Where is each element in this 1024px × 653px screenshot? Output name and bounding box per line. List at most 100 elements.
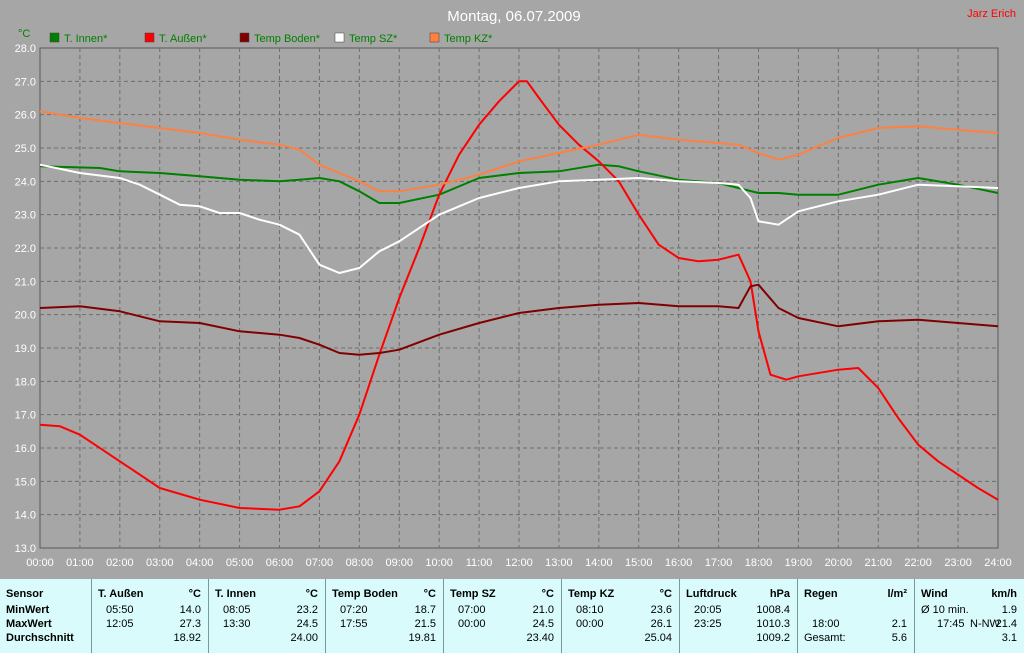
max-time: 00:00: [458, 618, 486, 630]
legend-label: Temp Boden*: [254, 33, 321, 45]
y-tick-label: 14.0: [15, 510, 36, 522]
avg-value: 19.81: [408, 632, 436, 644]
x-tick-label: 04:00: [186, 557, 214, 569]
legend-swatch: [49, 32, 60, 43]
x-tick-label: 03:00: [146, 557, 174, 569]
series-lines: [39, 80, 999, 511]
column-header: T. Innen: [215, 588, 256, 600]
y-tick-label: 25.0: [15, 143, 36, 155]
legend-swatch: [144, 32, 155, 43]
column-header: Temp SZ: [450, 588, 496, 600]
x-tick-label: 14:00: [585, 557, 613, 569]
table-column: Temp SZ °C 07:00 21.0 00:00 24.5 23.40: [443, 579, 561, 653]
max-time: 17:45: [937, 618, 965, 630]
temperature-chart: Montag, 06.07.2009 Jarz Erich °C T. Inne…: [15, 8, 1016, 569]
legend-swatch: [429, 32, 440, 43]
column-unit: hPa: [769, 588, 790, 600]
max-time: 17:55: [340, 618, 368, 630]
max-time: 23:25: [694, 618, 722, 630]
min-time: 05:50: [106, 604, 134, 616]
legend-label: T. Innen*: [64, 33, 108, 45]
x-tick-label: 02:00: [106, 557, 134, 569]
table-column: T. Außen °C 05:50 14.0 12:05 27.3 18.92: [91, 579, 208, 653]
x-tick-label: 09:00: [385, 557, 413, 569]
legend-swatch: [334, 32, 345, 43]
max-value: 2.1: [891, 618, 907, 630]
table-column: Temp Boden °C 07:20 18.7 17:55 21.5 19.81: [325, 579, 443, 653]
max-time: 13:30: [223, 618, 251, 630]
legend-label: Temp KZ*: [444, 33, 493, 45]
min-time: 20:05: [694, 604, 722, 616]
max-value: 24.5: [296, 618, 318, 630]
grid: [40, 48, 998, 548]
table-column: Wind km/h Ø 10 min. 1.9 17:45 N-NW 21.4 3.1: [914, 579, 1024, 653]
max-value: 21.4: [995, 618, 1017, 630]
min-value: 23.6: [650, 604, 672, 616]
y-tick-label: 13.0: [15, 543, 36, 555]
avg-value: 24.00: [290, 632, 318, 644]
y-tick-label: 15.0: [15, 476, 36, 488]
x-tick-label: 18:00: [745, 557, 773, 569]
series-line: [39, 110, 999, 193]
y-tick-label: 16.0: [15, 443, 36, 455]
min-value: 23.2: [296, 604, 318, 616]
avg-value: 3.1: [1001, 632, 1017, 644]
y-tick-label: 24.0: [15, 176, 36, 188]
max-time: 12:05: [106, 618, 134, 630]
row-label: MinWert: [6, 604, 50, 616]
x-tick-label: 13:00: [545, 557, 573, 569]
min-time: 07:00: [458, 604, 486, 616]
x-tick-label: 20:00: [825, 557, 853, 569]
x-tick-label: 01:00: [66, 557, 94, 569]
column-unit: °C: [423, 588, 436, 600]
column-header: Temp Boden: [332, 588, 398, 600]
avg-value: 5.6: [891, 632, 907, 644]
avg-value: 18.92: [173, 632, 201, 644]
column-unit: °C: [541, 588, 554, 600]
avg-value: 23.40: [526, 632, 554, 644]
y-tick-label: 18.0: [15, 376, 36, 388]
x-axis: 00:00 01:00 02:00 03:00 04:00 05:00 06:00 07:00…: [26, 557, 1012, 569]
x-tick-label: 16:00: [665, 557, 693, 569]
y-tick-label: 22.0: [15, 243, 36, 255]
table-column: Luftdruck hPa 20:05 1008.4 23:25 1010.3 1009.2: [679, 579, 797, 653]
max-value: 27.3: [179, 618, 201, 630]
column-header: Wind: [921, 588, 948, 600]
row-label: Durchschnitt: [6, 632, 74, 644]
x-tick-label: 17:00: [705, 557, 733, 569]
x-tick-label: 19:00: [785, 557, 813, 569]
min-time: Ø 10 min.: [921, 604, 969, 616]
series-line: [39, 163, 999, 204]
max-value: 24.5: [532, 618, 554, 630]
x-tick-label: 10:00: [425, 557, 453, 569]
legend: T. Innen* T. Außen* Temp Boden* Temp SZ* Tem…: [49, 32, 493, 45]
legend-swatch: [239, 32, 250, 43]
column-header: Temp KZ: [568, 588, 615, 600]
table-column: T. Innen °C 08:05 23.2 13:30 24.5 24.00: [208, 579, 325, 653]
min-value: 1.9: [1001, 604, 1017, 616]
x-tick-label: 12:00: [505, 557, 533, 569]
series-line: [39, 80, 999, 511]
x-tick-label: 05:00: [226, 557, 254, 569]
avg-value: 25.04: [644, 632, 672, 644]
min-time: 08:05: [223, 604, 251, 616]
x-tick-label: 24:00: [984, 557, 1012, 569]
y-tick-label: 27.0: [15, 76, 36, 88]
max-value: 26.1: [650, 618, 672, 630]
x-tick-label: 06:00: [266, 557, 294, 569]
column-header: Sensor: [6, 588, 44, 600]
y-axis: 13.0 14.0 15.0 16.0 17.0 18.0 19.0 20.0 21.0 22.0…: [15, 43, 36, 555]
y-tick-label: 17.0: [15, 410, 36, 422]
column-header: Regen: [804, 588, 838, 600]
y-tick-label: 23.0: [15, 210, 36, 222]
min-value: 21.0: [532, 604, 554, 616]
y-axis-unit: °C: [18, 28, 30, 40]
column-header: T. Außen: [98, 588, 144, 600]
table-column: Temp KZ °C 08:10 23.6 00:00 26.1 25.04: [561, 579, 679, 653]
table-column: Regen l/m² 18:00 2.1 Gesamt: 5.6: [797, 579, 914, 653]
max-time: 18:00: [812, 618, 840, 630]
x-tick-label: 00:00: [26, 557, 54, 569]
column-header: Luftdruck: [686, 588, 737, 600]
plot-area: [39, 47, 999, 549]
table-column: Sensor MinWert MaxWert Durchschnitt: [0, 579, 91, 653]
